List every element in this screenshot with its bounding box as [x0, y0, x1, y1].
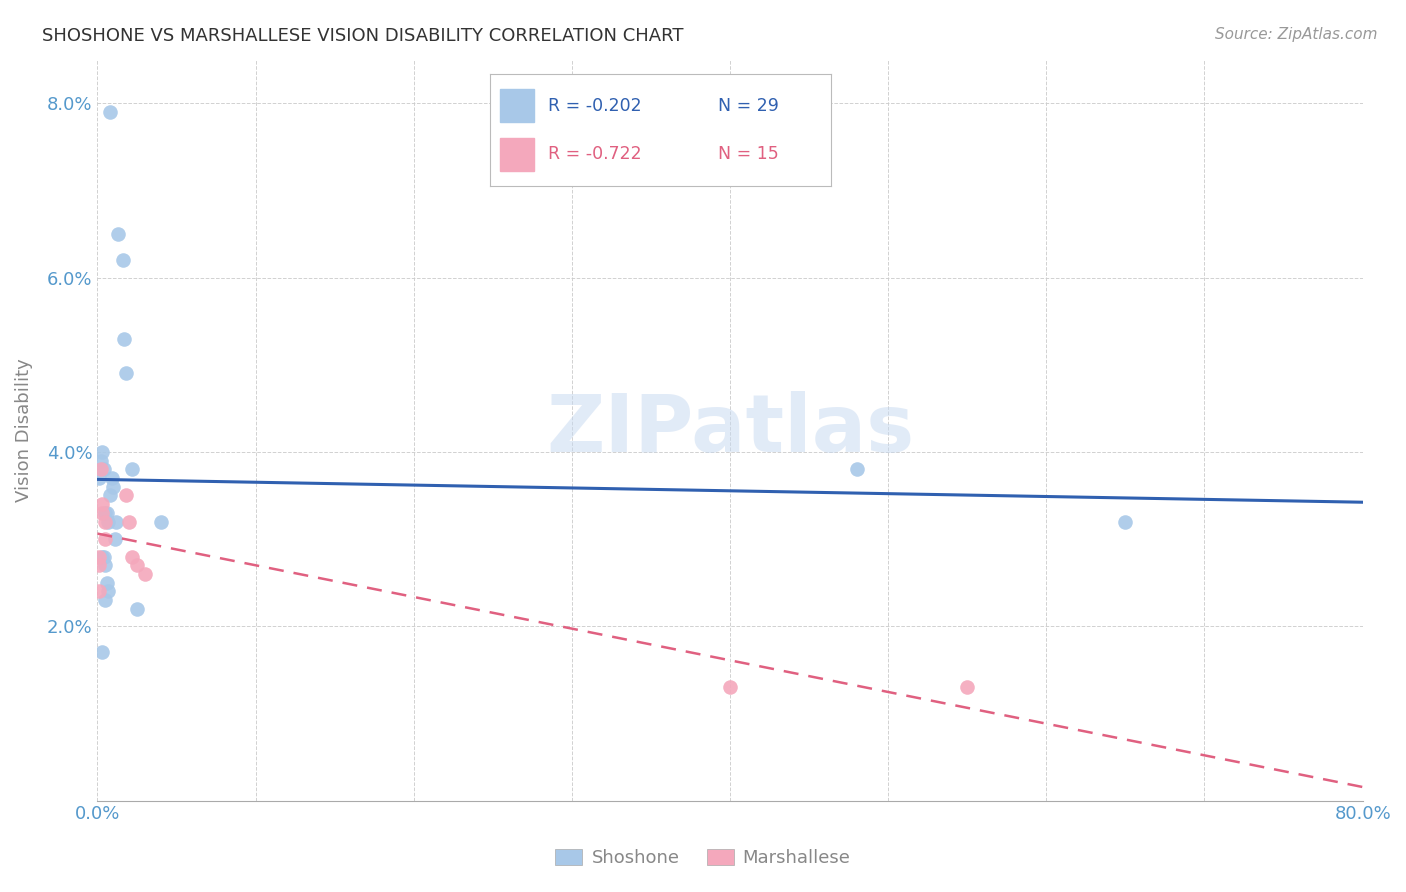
Point [107, 227, 129, 241]
Y-axis label: Vision Disability: Vision Disability [15, 359, 32, 502]
Point [149, 515, 172, 529]
Text: SHOSHONE VS MARSHALLESE VISION DISABILITY CORRELATION CHART: SHOSHONE VS MARSHALLESE VISION DISABILIT… [42, 27, 683, 45]
Point [105, 515, 128, 529]
Point [121, 549, 143, 564]
Point [90, 453, 112, 467]
Point [115, 367, 138, 381]
Point [98, 104, 121, 119]
Point [121, 462, 143, 476]
Point [94, 515, 117, 529]
Point [94, 558, 117, 573]
Point [125, 558, 148, 573]
Point [90, 462, 112, 476]
Point [118, 515, 141, 529]
Point [91, 497, 114, 511]
Point [91, 445, 114, 459]
Point [98, 488, 121, 502]
Text: Source: ZipAtlas.com: Source: ZipAtlas.com [1215, 27, 1378, 42]
Point [91, 549, 114, 564]
Point [97, 584, 120, 599]
Point [96, 506, 118, 520]
Point [1114, 515, 1136, 529]
Point [87, 558, 110, 573]
Point [97, 515, 120, 529]
Text: ZIPatlas: ZIPatlas [546, 391, 914, 469]
Point [111, 253, 134, 268]
Point [94, 506, 117, 520]
Point [956, 681, 979, 695]
Legend: Shoshone, Marshallese: Shoshone, Marshallese [548, 841, 858, 874]
Point [103, 480, 125, 494]
Point [91, 645, 114, 659]
Point [134, 566, 156, 581]
Point [845, 462, 868, 476]
Point [115, 488, 138, 502]
Point [100, 471, 122, 485]
Point [94, 532, 117, 546]
Point [96, 575, 118, 590]
Point [87, 471, 110, 485]
Point [718, 681, 741, 695]
Point [87, 584, 110, 599]
Point [125, 602, 148, 616]
Point [112, 332, 135, 346]
Point [104, 532, 127, 546]
Point [93, 462, 115, 476]
Point [87, 549, 110, 564]
Point [93, 549, 115, 564]
Point [94, 593, 117, 607]
Point [91, 506, 114, 520]
